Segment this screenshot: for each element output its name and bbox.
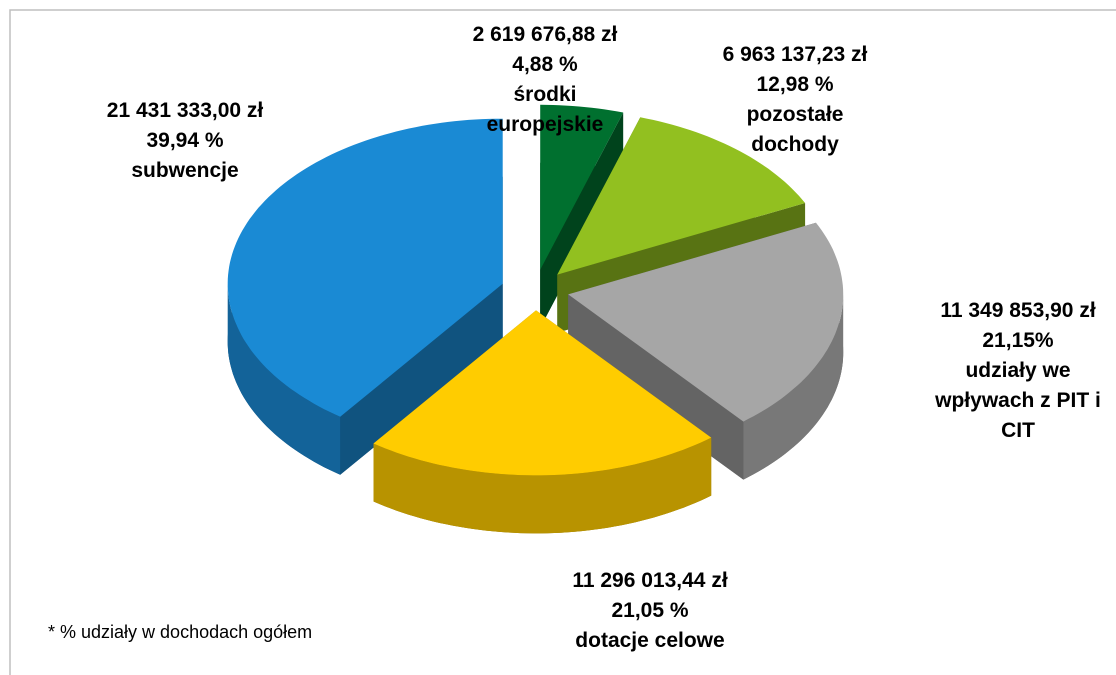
amount: 11 296 013,44 zł — [572, 569, 728, 592]
frame — [9, 9, 1116, 675]
slice-top — [557, 117, 806, 275]
percent: 39,94 % — [146, 129, 224, 152]
slice-side — [340, 283, 503, 475]
slice-top — [540, 104, 624, 270]
percent: 21,15% — [982, 329, 1054, 352]
percent: 21,05 % — [611, 599, 689, 622]
category: środki europejskie — [486, 83, 604, 136]
percent: 4,88 % — [512, 53, 578, 76]
slice — [568, 222, 844, 480]
category: pozostałe dochody — [746, 103, 844, 156]
slice-rim — [743, 294, 844, 480]
amount: 21 431 333,00 zł — [106, 99, 264, 122]
slice-rim — [373, 437, 712, 534]
slice-rim — [227, 283, 341, 475]
slice-top — [373, 310, 712, 476]
slice-label: 21 431 333,00 zł 39,94 % subwencje — [60, 96, 310, 186]
category: dotacje celowe — [575, 629, 725, 652]
category: udziały we wpływach z PIT i CIT — [935, 359, 1101, 442]
slice-top — [568, 222, 844, 422]
slice — [227, 118, 503, 475]
amount: 6 963 137,23 zł — [722, 43, 868, 66]
slice-label: 2 619 676,88 zł 4,88 % środki europejskie — [430, 20, 660, 140]
slice-label: 6 963 137,23 zł 12,98 % pozostałe dochody — [680, 40, 910, 160]
slice-label: 11 349 853,90 zł 21,15% udziały we wpływac… — [918, 296, 1116, 446]
amount: 11 349 853,90 zł — [940, 299, 1096, 322]
amount: 2 619 676,88 zł — [472, 23, 618, 46]
percent: 12,98 % — [756, 73, 834, 96]
footnote: * % udziały w dochodach ogółem — [48, 622, 313, 642]
category: subwencje — [131, 159, 239, 182]
slice-top — [227, 118, 503, 417]
slice-label: 11 296 013,44 zł 21,05 % dotacje celowe — [530, 566, 770, 656]
slice — [373, 310, 712, 534]
